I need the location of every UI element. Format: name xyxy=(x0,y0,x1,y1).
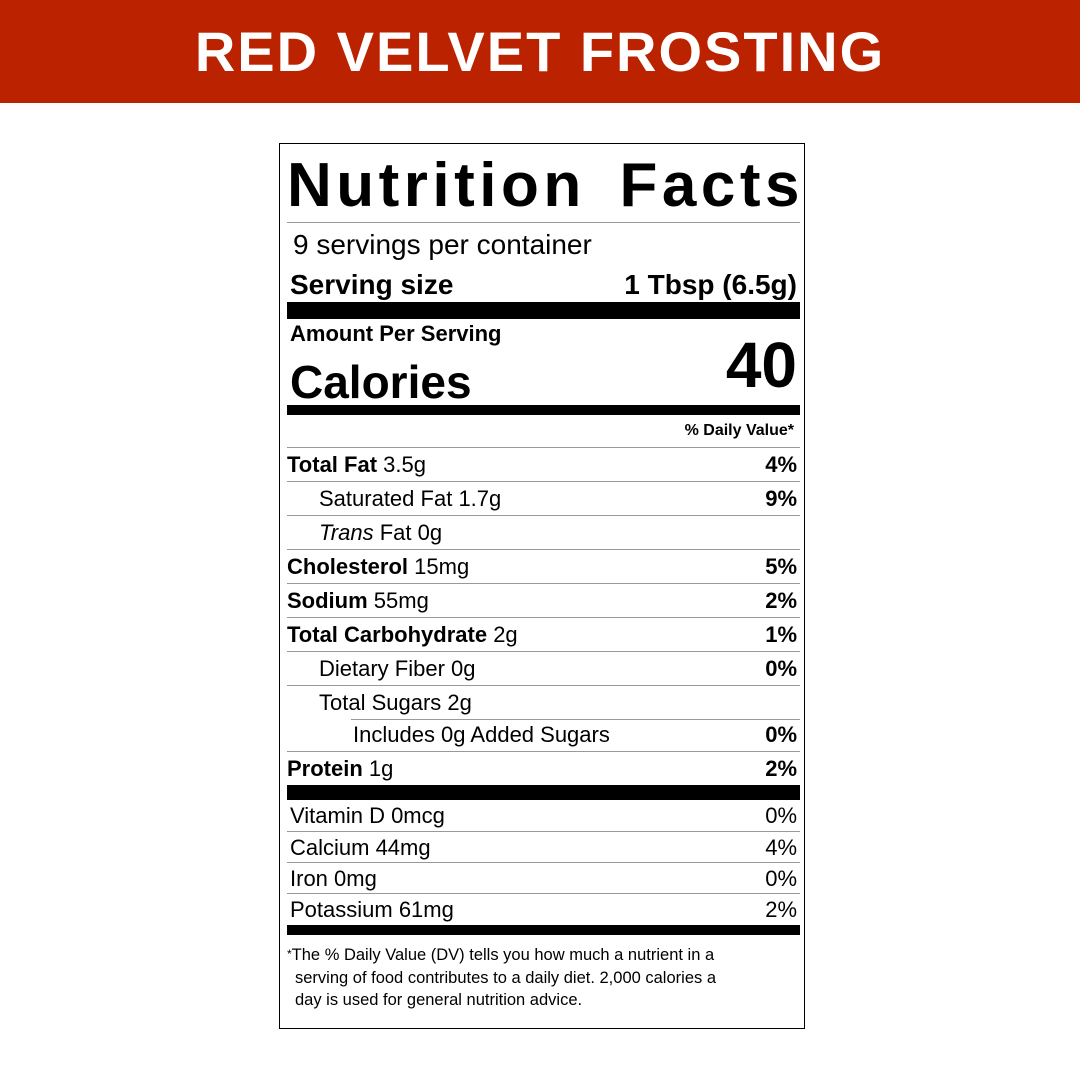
nutrient-row-added-sugars: Includes 0g Added Sugars 0% xyxy=(287,719,800,751)
medium-divider xyxy=(287,925,800,935)
vitamin-row-iron: Iron 0mg 0% xyxy=(287,862,800,893)
calories-value: 40 xyxy=(725,329,797,401)
nutrient-row-cholesterol: Cholesterol 15mg 5% xyxy=(287,549,800,583)
nutrient-row-protein: Protein 1g 2% xyxy=(287,751,800,785)
servings-per-container: 9 servings per container xyxy=(293,229,592,260)
nutrient-row-trans-fat: Trans Fat 0g xyxy=(287,515,800,549)
nutrient-row-dietary-fiber: Dietary Fiber 0g 0% xyxy=(287,651,800,685)
nutrition-facts-label: Nutrition Facts 9 servings per container… xyxy=(279,143,805,1029)
serving-size-row: Serving size 1 Tbsp (6.5g) xyxy=(287,263,800,301)
nutrient-row-total-carbohydrate: Total Carbohydrate 2g 1% xyxy=(287,617,800,651)
footnote: *The % Daily Value (DV) tells you how mu… xyxy=(287,946,716,1009)
product-title: RED VELVET FROSTING xyxy=(194,20,886,83)
nutrient-row-total-sugars: Total Sugars 2g xyxy=(287,685,800,719)
serving-size-value: 1 Tbsp (6.5g) xyxy=(624,269,797,300)
nutrient-row-saturated-fat: Saturated Fat 1.7g 9% xyxy=(287,481,800,515)
nutrient-row-sodium: Sodium 55mg 2% xyxy=(287,583,800,617)
title-banner: RED VELVET FROSTING xyxy=(0,0,1080,103)
vitamin-row-vitamin-d: Vitamin D 0mcg 0% xyxy=(290,803,797,828)
daily-value-header: % Daily Value* xyxy=(684,422,794,439)
serving-size-label: Serving size xyxy=(290,269,454,300)
divider xyxy=(287,222,800,223)
amount-per-serving: Amount Per Serving xyxy=(290,321,502,346)
thick-divider xyxy=(287,785,800,800)
vitamin-row-potassium: Potassium 61mg 2% xyxy=(287,893,800,925)
thick-divider xyxy=(287,302,800,319)
calories-label: Calories xyxy=(290,356,472,408)
vitamin-row-calcium: Calcium 44mg 4% xyxy=(287,831,800,862)
label-title: Nutrition Facts xyxy=(287,151,804,220)
nutrient-row-total-fat: Total Fat 3.5g 4% xyxy=(287,447,800,481)
medium-divider xyxy=(287,405,800,415)
calories-row: Calories 40 xyxy=(287,333,800,408)
